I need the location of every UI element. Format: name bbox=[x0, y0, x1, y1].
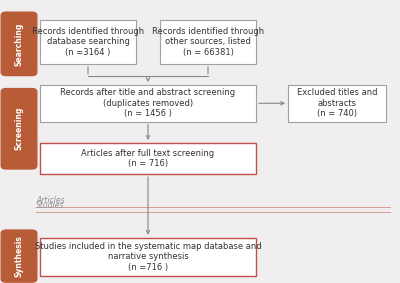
FancyBboxPatch shape bbox=[1, 230, 37, 282]
FancyBboxPatch shape bbox=[40, 20, 136, 64]
Text: Records after title and abstract screening
(duplicates removed)
(n = 1456 ): Records after title and abstract screeni… bbox=[60, 88, 236, 118]
FancyBboxPatch shape bbox=[40, 238, 256, 276]
Text: Screening: Screening bbox=[14, 107, 24, 151]
Text: Excluded titles and
abstracts
(n = 740): Excluded titles and abstracts (n = 740) bbox=[297, 88, 377, 118]
Text: Records identified through
other sources, listed
(n = 66381): Records identified through other sources… bbox=[152, 27, 264, 57]
Text: Studies: Studies bbox=[36, 201, 64, 210]
Text: Records identified through
database searching
(n =3164 ): Records identified through database sear… bbox=[32, 27, 144, 57]
FancyBboxPatch shape bbox=[1, 89, 37, 169]
FancyBboxPatch shape bbox=[40, 85, 256, 122]
FancyBboxPatch shape bbox=[1, 12, 37, 76]
FancyBboxPatch shape bbox=[288, 85, 386, 122]
FancyBboxPatch shape bbox=[40, 143, 256, 174]
FancyBboxPatch shape bbox=[160, 20, 256, 64]
Text: Articles: Articles bbox=[36, 196, 65, 205]
Text: Studies included in the systematic map database and
narrative synthesis
(n =716 : Studies included in the systematic map d… bbox=[35, 242, 261, 272]
Text: Articles after full text screening
(n = 716): Articles after full text screening (n = … bbox=[82, 149, 214, 168]
Text: Searching: Searching bbox=[14, 22, 24, 66]
Text: Synthesis: Synthesis bbox=[14, 235, 24, 277]
